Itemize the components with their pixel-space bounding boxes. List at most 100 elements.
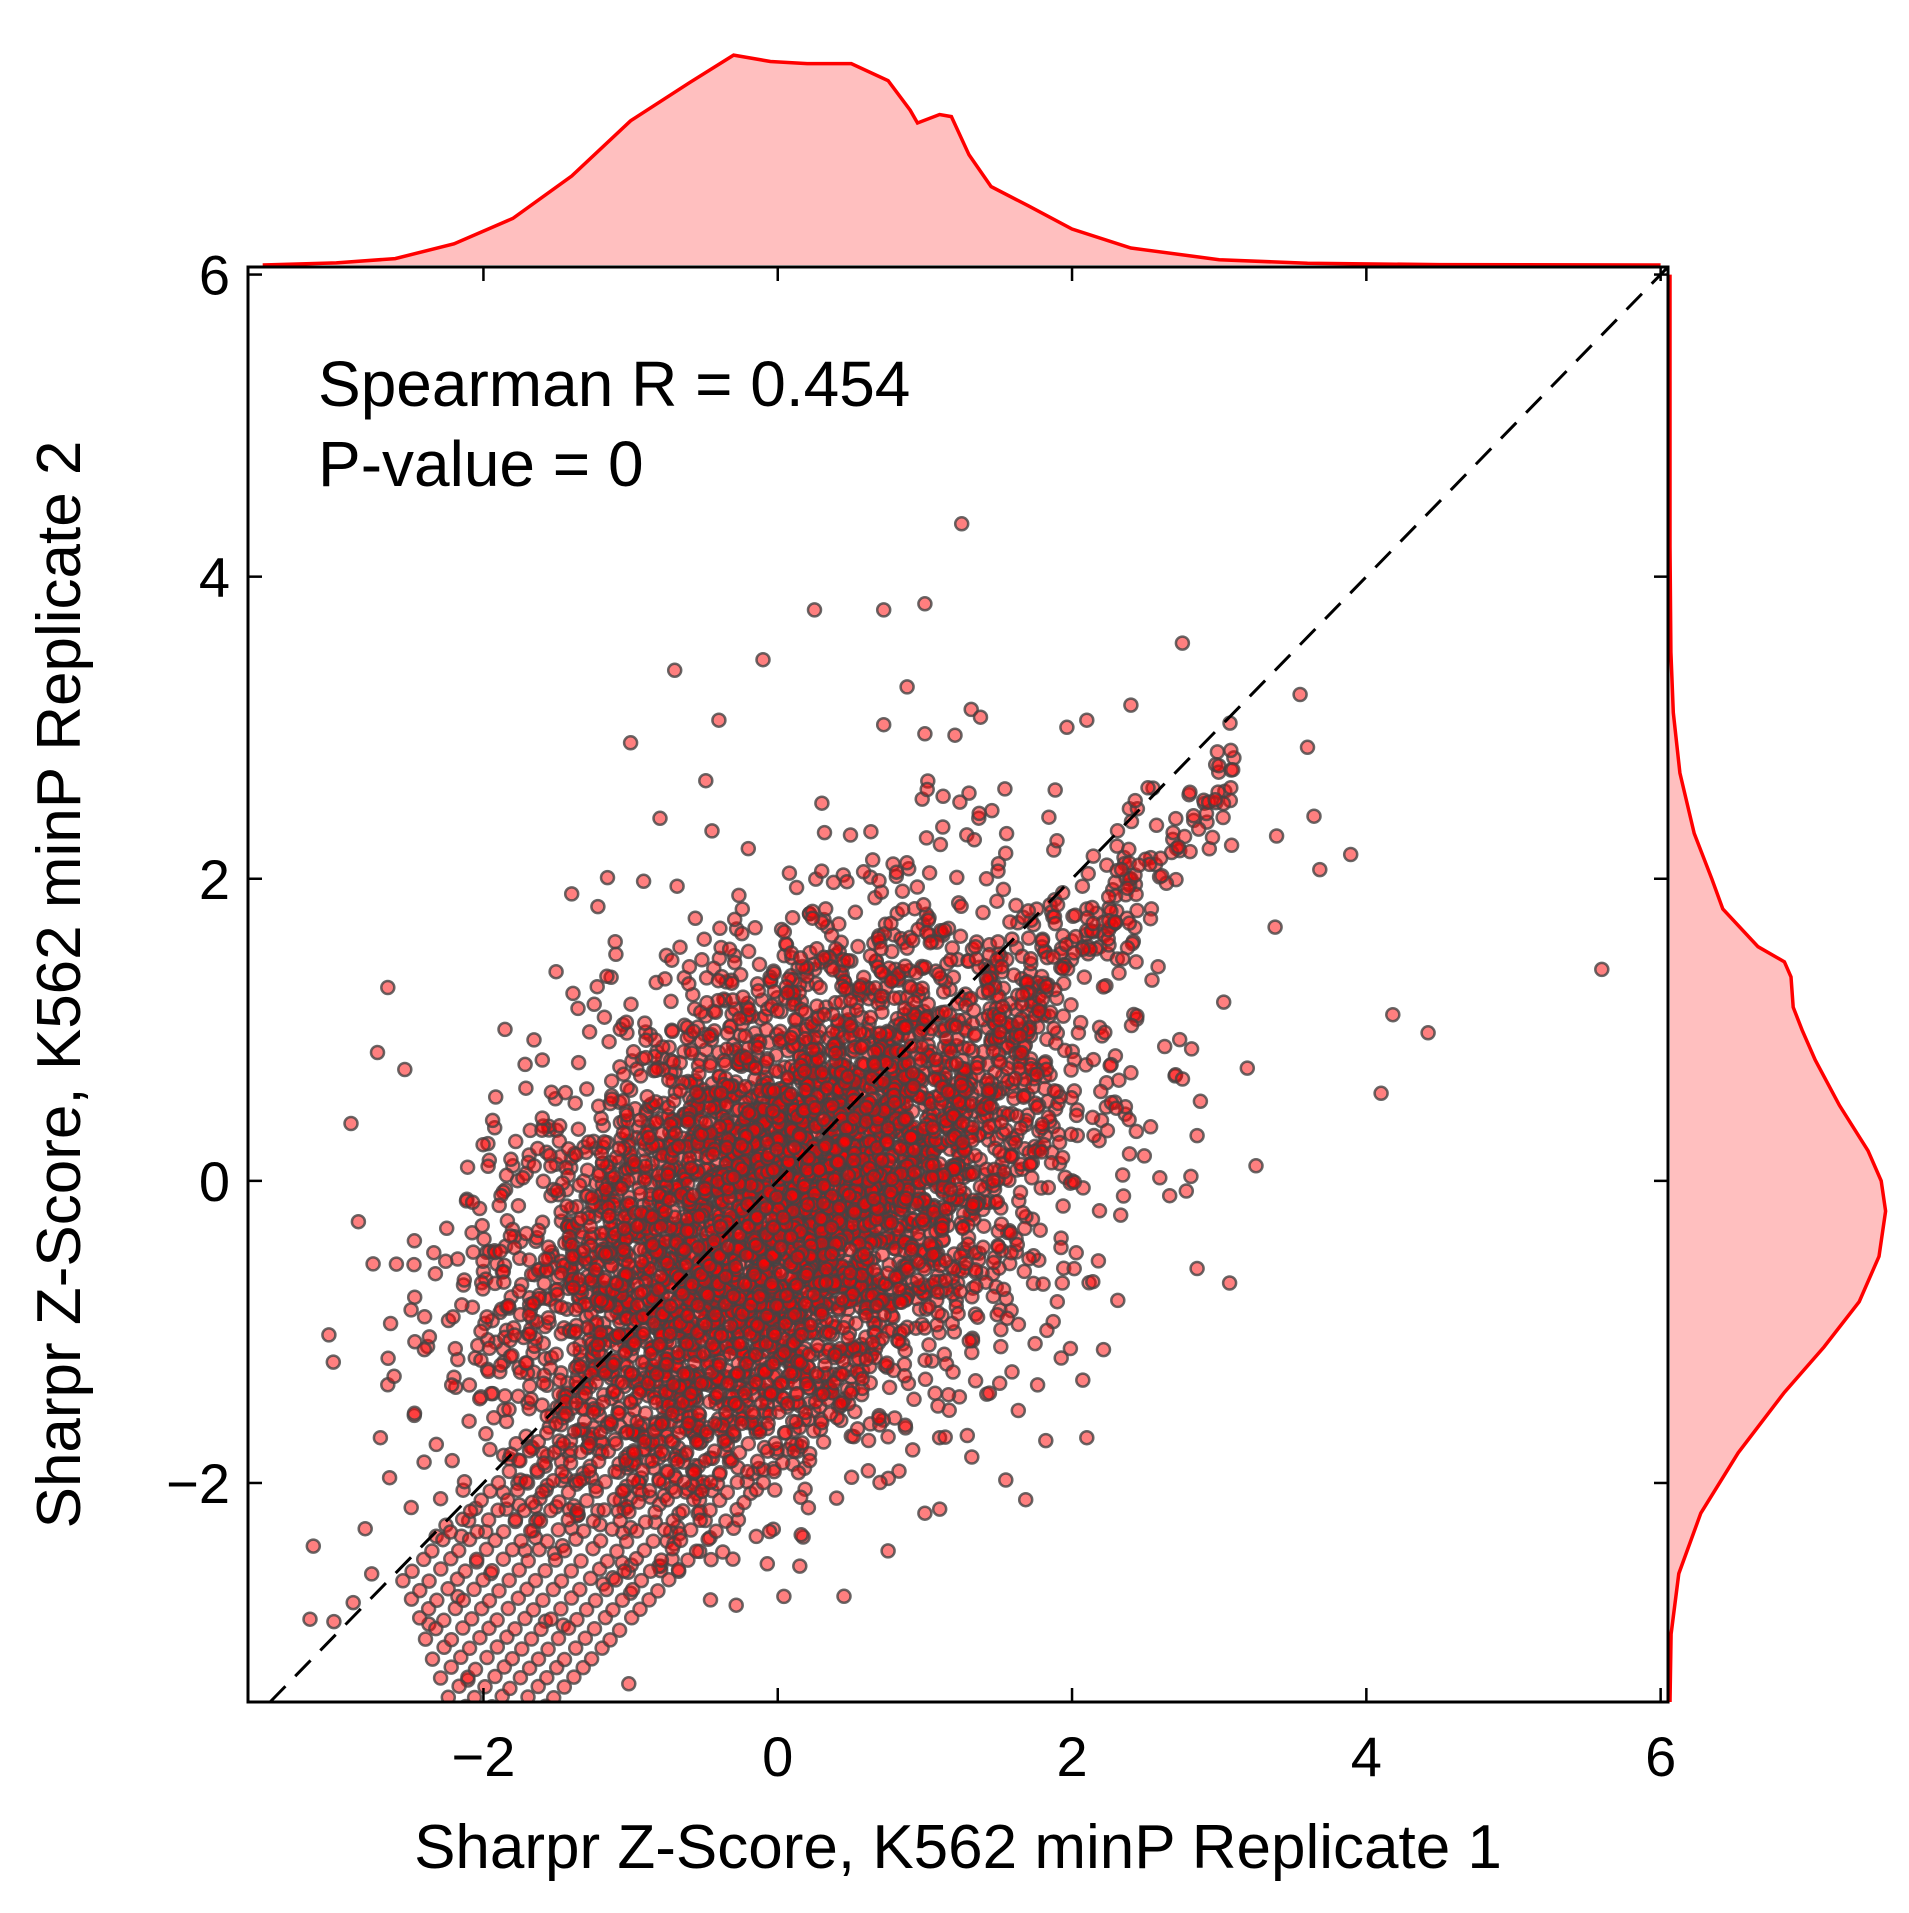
- scatter-point: [382, 1315, 399, 1332]
- scatter-point: [648, 1113, 665, 1130]
- scatter-point: [818, 1261, 835, 1277]
- scatter-point: [921, 1298, 937, 1315]
- scatter-point: [948, 1055, 965, 1072]
- scatter-point: [590, 898, 606, 915]
- scatter-point: [688, 1084, 705, 1101]
- scatter-point: [652, 810, 668, 827]
- scatter-point: [421, 1329, 438, 1345]
- scatter-point: [663, 993, 679, 1010]
- scatter-point: [543, 1158, 559, 1174]
- scatter-point: [1594, 961, 1610, 978]
- scatter-point: [985, 1173, 1001, 1189]
- scatter-point: [842, 827, 859, 843]
- scatter-point: [1174, 635, 1191, 651]
- scatter-point: [934, 1220, 950, 1236]
- scatter-point: [1112, 1207, 1129, 1223]
- scatter-point: [880, 1543, 896, 1559]
- scatter-point: [636, 1172, 653, 1188]
- scatter-point: [526, 1158, 542, 1174]
- scatter-point: [613, 1180, 630, 1197]
- scatter-point: [776, 1588, 792, 1605]
- scatter-point: [1093, 1083, 1109, 1100]
- scatter-point: [1079, 712, 1095, 728]
- scatter-point: [741, 1001, 757, 1018]
- scatter-point: [899, 679, 915, 695]
- scatter-point: [1192, 1093, 1209, 1110]
- scatter-point: [828, 1490, 845, 1506]
- scatter-point: [819, 1080, 835, 1096]
- scatter-point: [427, 1265, 444, 1282]
- scatter-point: [687, 910, 704, 927]
- scatter-point: [932, 836, 949, 853]
- scatter-point: [854, 1371, 870, 1387]
- scatter-point: [864, 852, 881, 868]
- scatter-point: [761, 1523, 778, 1540]
- scatter-point: [437, 1253, 454, 1270]
- scatter-point: [972, 1178, 989, 1195]
- scatter-point: [481, 1340, 498, 1357]
- scatter-point: [953, 898, 969, 915]
- scatter-point: [676, 1241, 693, 1258]
- scatter-point: [500, 1297, 517, 1314]
- scatter-point: [841, 1187, 857, 1203]
- scatter-point: [535, 1375, 552, 1391]
- scatter-point: [529, 1140, 546, 1157]
- scatter-point: [497, 1021, 513, 1038]
- top-marginal-kde: [262, 53, 1661, 267]
- scatter-point: [863, 823, 879, 840]
- scatter-point: [1183, 1168, 1199, 1185]
- scatter-point: [843, 1469, 860, 1486]
- scatter-point: [1239, 1060, 1256, 1076]
- scatter-point: [858, 1308, 874, 1324]
- scatter-point: [599, 869, 616, 886]
- scatter-point: [797, 1082, 813, 1098]
- scatter-point: [1267, 919, 1283, 935]
- scatter-point: [1053, 1239, 1069, 1256]
- scatter-point: [847, 904, 864, 921]
- scatter-point: [639, 1088, 655, 1105]
- scatter-point: [893, 1294, 910, 1311]
- scatter-point: [872, 1025, 888, 1042]
- scatter-point: [891, 1463, 907, 1479]
- scatter-point: [1114, 1167, 1131, 1183]
- scatter-point: [507, 1133, 524, 1150]
- scatter-point: [917, 596, 933, 612]
- scatter-point: [443, 1377, 460, 1393]
- scatter-point: [967, 938, 984, 955]
- scatter-point: [551, 1118, 568, 1134]
- scatter-point: [604, 1091, 620, 1107]
- scatter-point: [1047, 782, 1063, 798]
- scatter-point: [345, 1594, 361, 1611]
- scatter-point: [806, 602, 823, 618]
- scatter-point: [985, 1254, 1002, 1271]
- scatter-point: [1017, 1491, 1034, 1508]
- scatter-point: [540, 1239, 557, 1255]
- scatter-point: [836, 1588, 852, 1605]
- scatter-point: [750, 983, 767, 999]
- scatter-point: [1016, 1263, 1033, 1280]
- scatter-point: [598, 1181, 614, 1197]
- scatter-point: [518, 1355, 534, 1371]
- scatter-point: [416, 1309, 433, 1325]
- scatter-point: [506, 1239, 523, 1256]
- scatter-point: [966, 832, 983, 848]
- scatter-point: [936, 922, 953, 938]
- scatter-point: [790, 1464, 807, 1481]
- scatter-point: [534, 1110, 551, 1126]
- scatter-point: [835, 1320, 852, 1336]
- scatter-point: [632, 1112, 649, 1128]
- scatter-point: [406, 1289, 423, 1305]
- scatter-point: [1076, 969, 1093, 985]
- scatter-point: [894, 883, 911, 899]
- scatter-point: [475, 1281, 491, 1297]
- scatter-point: [1049, 1293, 1066, 1310]
- scatter-point: [1150, 958, 1166, 975]
- scatter-point: [984, 802, 1000, 819]
- scatter-point: [517, 1056, 533, 1073]
- scatter-point: [1032, 1222, 1048, 1238]
- scatter-point: [919, 781, 935, 798]
- scatter-point: [478, 1426, 494, 1442]
- scatter-point: [484, 1112, 501, 1129]
- scatter-point: [1121, 1111, 1137, 1128]
- scatter-point: [1085, 1273, 1101, 1290]
